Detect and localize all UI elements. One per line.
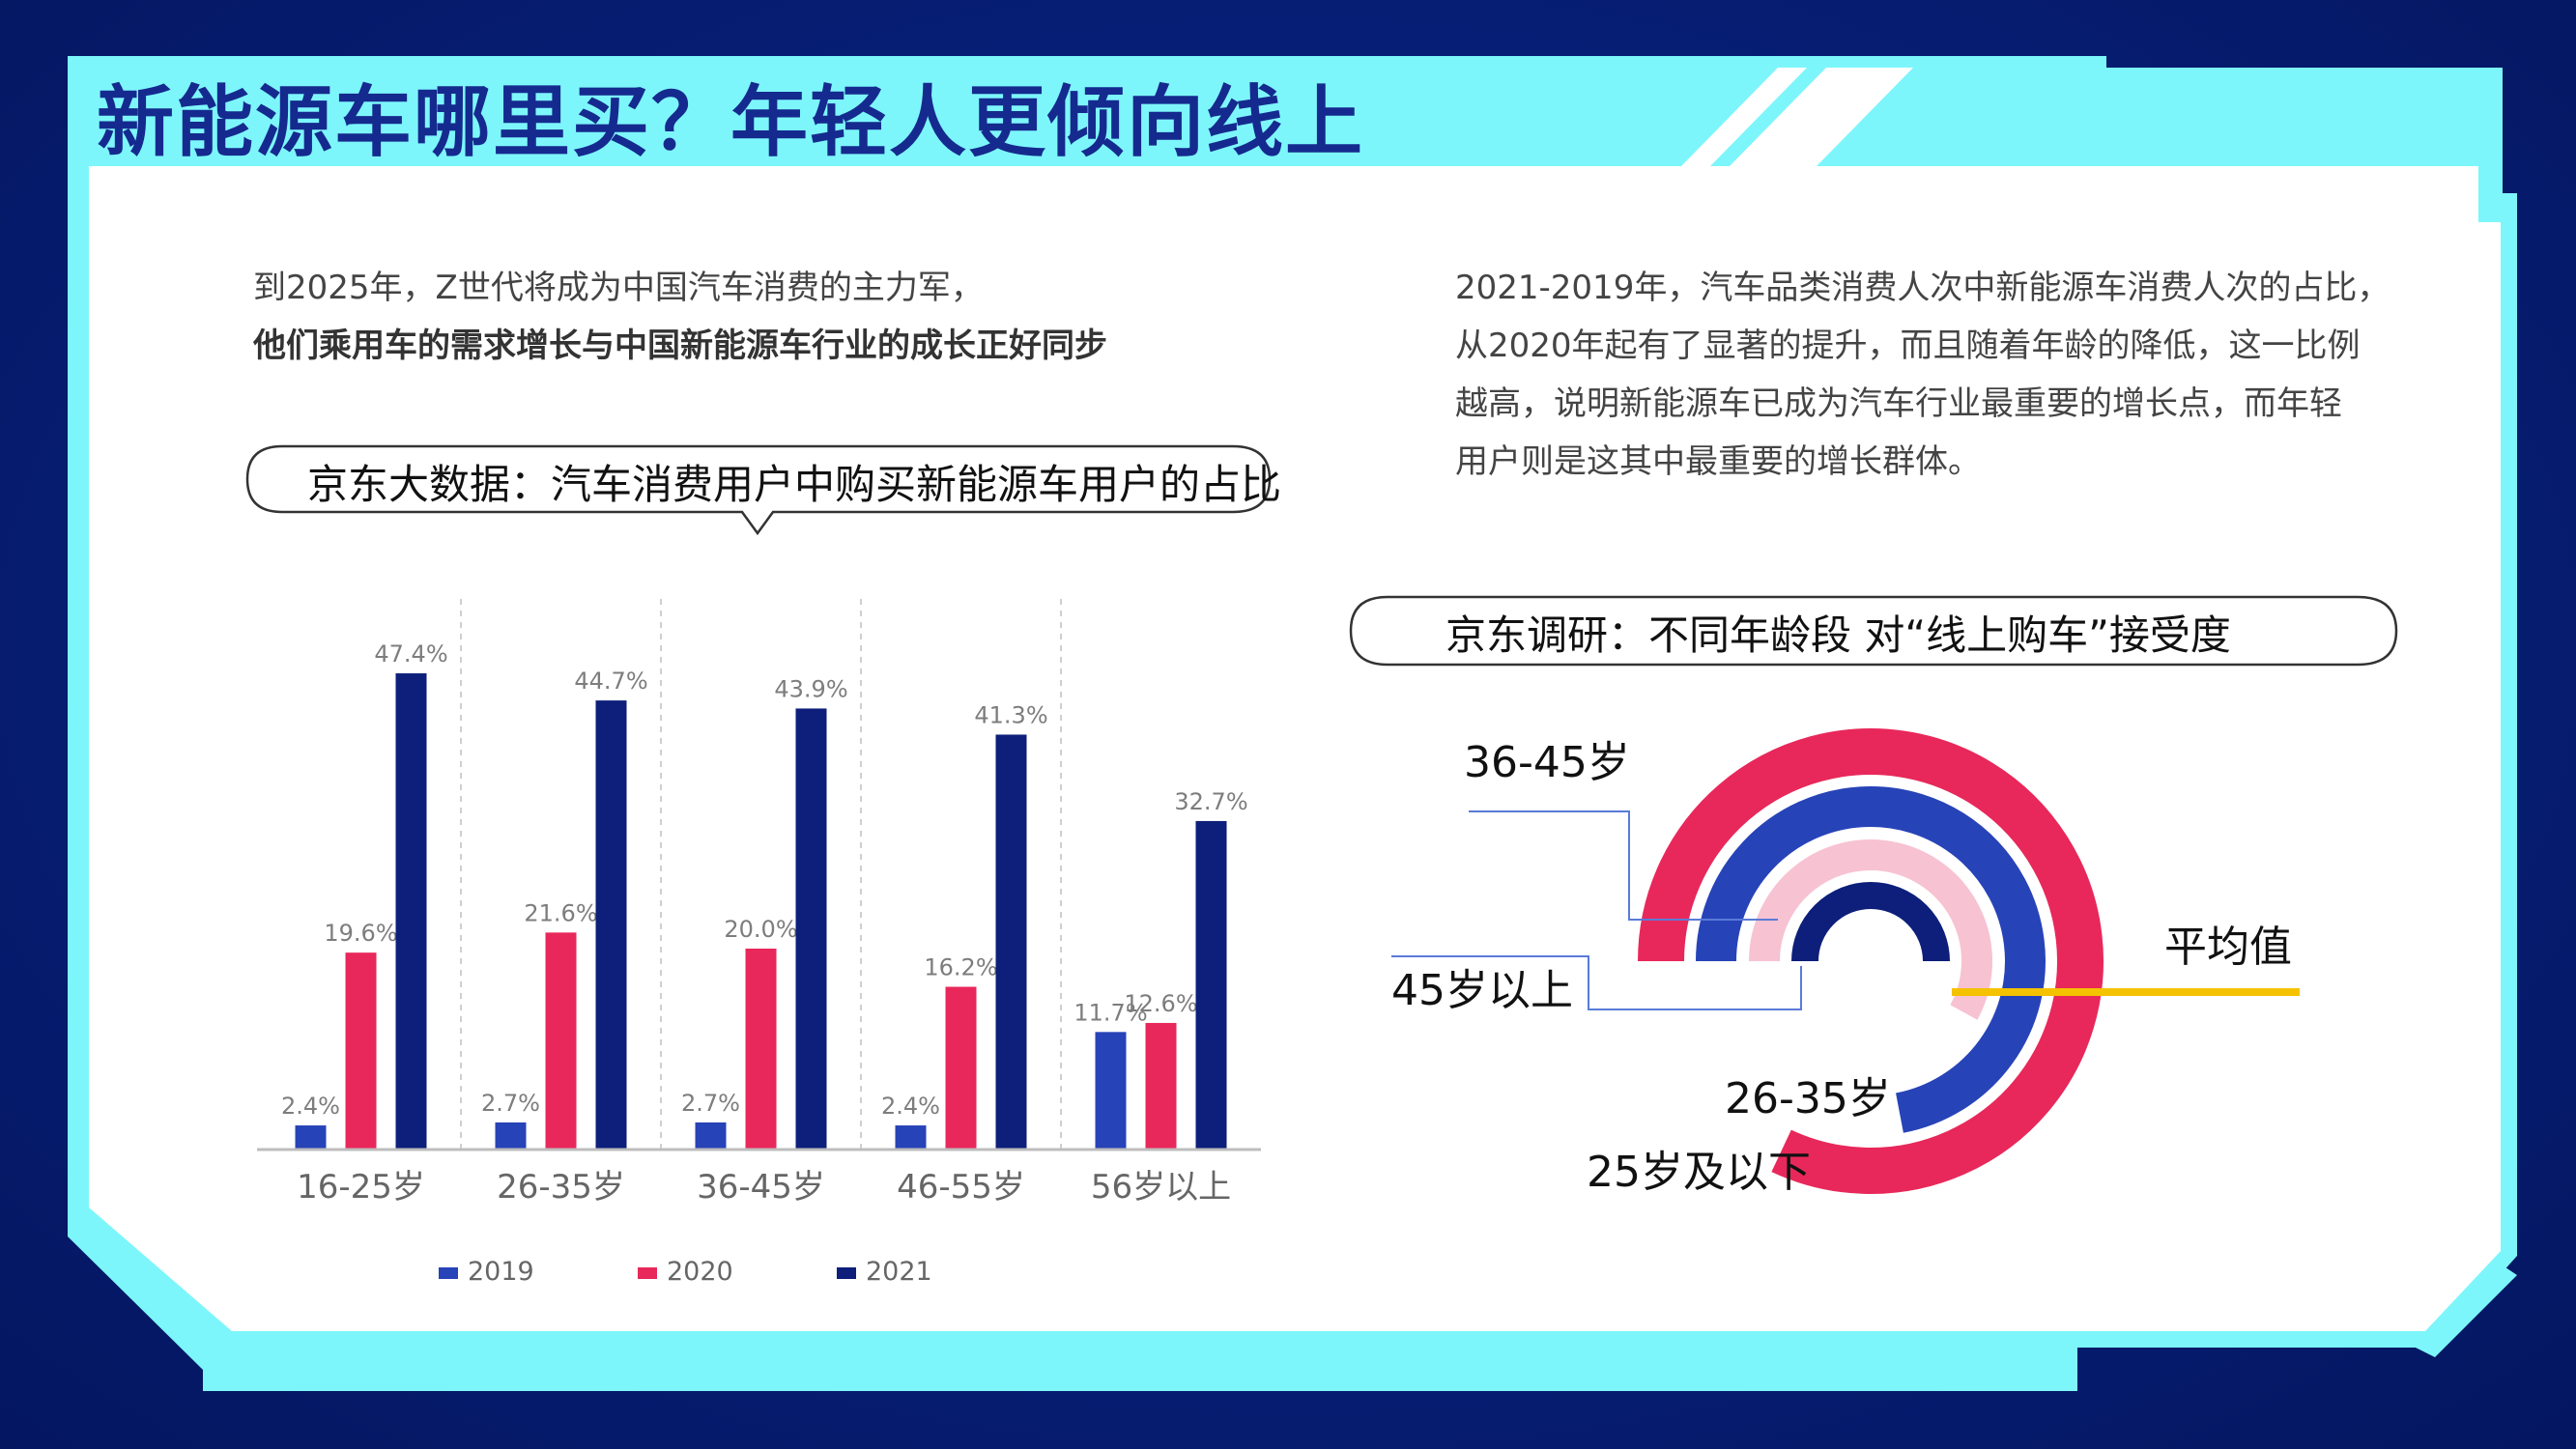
bar-2019-3 [895,1125,927,1150]
x-tick-label: 16-25岁 [297,1168,425,1207]
radial-bar-chart: 平均值 25岁及以下 26-35岁 36-45岁 45岁以上 [1391,728,2300,1197]
bar-2020-1 [545,932,577,1150]
leader-line-45-plus [1391,955,1802,1010]
data-label: 2.4% [881,1093,940,1120]
right-intro-line2: 从2020年起有了显著的提升，而且随着年龄的降低，这一比例 [1455,327,2361,365]
frame-stripes [1681,68,1913,166]
radial-arc-0 [1638,728,2104,1194]
legend-label-2020: 2020 [667,1257,733,1287]
right-intro-line4: 用户则是这其中最重要的增长群体。 [1455,442,1981,481]
data-label: 43.9% [774,675,847,702]
bar-chart: 2.4% 19.6% 47.4% 16-25岁 2.7% 21.6% 44.7% 26-35岁… [257,599,1261,1287]
data-label: 32.7% [1174,788,1247,815]
radial-arc-2 [1749,839,1992,1020]
radial-label-3: 45岁以上 [1391,966,1573,1015]
data-label: 2.4% [281,1093,340,1120]
data-label: 16.2% [924,954,997,981]
frame-bottom-accent [203,1370,454,1391]
data-label: 11.7% [1073,999,1147,1026]
bar-2021-2 [795,708,827,1150]
right-intro-line3: 越高，说明新能源车已成为汽车行业最重要的增长点，而年轻 [1455,384,2342,423]
bar-2020-3 [945,986,977,1150]
data-label: 2.7% [481,1090,540,1117]
radial-arc-3 [1791,882,1950,962]
legend-label-2021: 2021 [866,1257,932,1287]
bar-chart-title: 京东大数据：汽车消费用户中购买新能源车用户的占比 [307,461,1282,508]
bar-2019-2 [695,1122,727,1150]
x-tick-label: 26-35岁 [497,1168,625,1207]
bar-2019-1 [495,1122,527,1150]
bar-2020-2 [745,949,777,1150]
bar-2021-1 [595,700,627,1150]
bar-2021-3 [995,734,1027,1150]
left-intro-line1: 到2025年，Z世代将成为中国汽车消费的主力军， [253,269,984,307]
legend-label-2019: 2019 [468,1257,534,1287]
legend-swatch-2019 [439,1267,458,1279]
radial-label-1: 26-35岁 [1725,1074,1891,1123]
average-label: 平均值 [2164,923,2292,972]
data-label: 2.7% [681,1090,740,1117]
right-intro-text: 2021-2019年，汽车品类消费人次中新能源车消费人次的占比， 从2020年起… [1455,259,2390,491]
radial-label-0: 25岁及以下 [1587,1148,1811,1197]
x-tick-label: 46-55岁 [897,1168,1025,1207]
data-label: 47.4% [374,640,447,668]
data-label: 41.3% [974,701,1047,728]
bar-2019-4 [1095,1032,1127,1150]
right-intro-line1: 2021-2019年，汽车品类消费人次中新能源车消费人次的占比， [1455,269,2390,307]
data-label: 44.7% [574,668,647,695]
data-label: 21.6% [524,899,597,926]
radial-arc-1 [1696,786,2046,1133]
data-label: 20.0% [724,916,797,943]
radial-label-2: 36-45岁 [1464,738,1630,787]
title-band [68,56,2106,166]
x-tick-label: 36-45岁 [697,1168,825,1207]
page-title: 新能源车哪里买？年轻人更倾向线上 [97,77,1364,167]
legend-swatch-2021 [837,1267,856,1279]
left-intro-line2: 他们乘用车的需求增长与中国新能源车行业的成长正好同步 [253,327,1107,365]
radial-chart-title: 京东调研：不同年龄段 对“线上购车”接受度 [1445,611,2231,659]
bar-2021-0 [395,673,427,1150]
bar-2019-0 [295,1125,327,1150]
frame-corner-accent [2416,1265,2517,1357]
legend-swatch-2020 [638,1267,657,1279]
bar-2020-4 [1145,1022,1177,1150]
left-intro-text: 到2025年，Z世代将成为中国汽车消费的主力军， 他们乘用车的需求增长与中国新能… [253,259,1107,375]
data-label: 19.6% [324,920,397,947]
x-tick-label: 56岁以上 [1091,1168,1231,1207]
data-label: 12.6% [1124,990,1197,1017]
bar-2020-0 [345,952,377,1150]
leader-line-36-45 [1469,810,1778,921]
bar-2021-4 [1195,820,1227,1150]
